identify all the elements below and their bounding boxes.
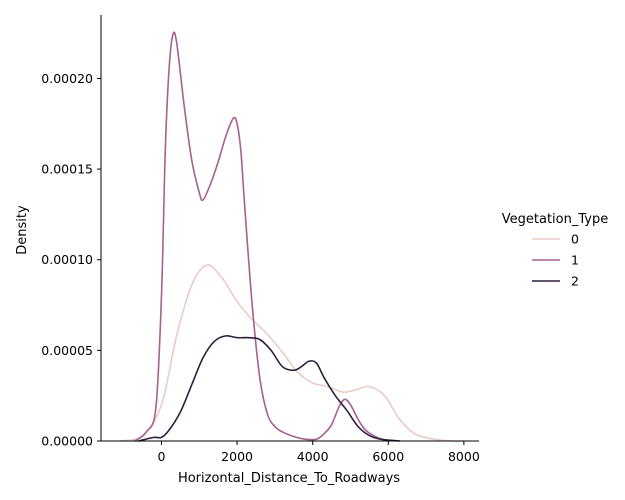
y-tick-label: 0.00020 [41, 71, 93, 86]
y-ticks: 0.00000 0.00005 0.00010 0.00015 0.00020 [41, 71, 101, 449]
series-line-1 [134, 31, 390, 442]
y-tick-label: 0.00005 [41, 343, 93, 358]
legend-label-0: 0 [571, 232, 579, 247]
plot-area: 0 2000 4000 6000 8000 0.000000.000050.000100… [41, 15, 480, 464]
series-line-0 [119, 264, 465, 442]
x-axis-label: Horizontal_Distance_To_Roadways [178, 471, 400, 486]
y-tick-label: 0.00015 [41, 162, 93, 177]
series-layer [119, 31, 465, 442]
series-line-2 [138, 334, 401, 442]
x-tick-label: 4000 [297, 449, 329, 464]
legend-items: 0 1 2 [532, 232, 579, 289]
x-tick-label: 6000 [372, 449, 404, 464]
legend-title: Vegetation_Type [502, 212, 608, 227]
x-tick-label: 2000 [221, 449, 253, 464]
x-ticks: 0 2000 4000 6000 8000 [158, 441, 480, 464]
legend-label-2: 2 [571, 274, 579, 289]
legend: Vegetation_Type 0 1 2 [502, 212, 608, 289]
y-tick-label: 0.00000 [41, 434, 93, 449]
y-axis-label: Density [15, 205, 30, 255]
legend-label-1: 1 [571, 253, 579, 268]
y-tick-label: 0.00010 [41, 252, 93, 267]
x-tick-label: 8000 [448, 449, 480, 464]
x-tick-label: 0 [158, 449, 166, 464]
